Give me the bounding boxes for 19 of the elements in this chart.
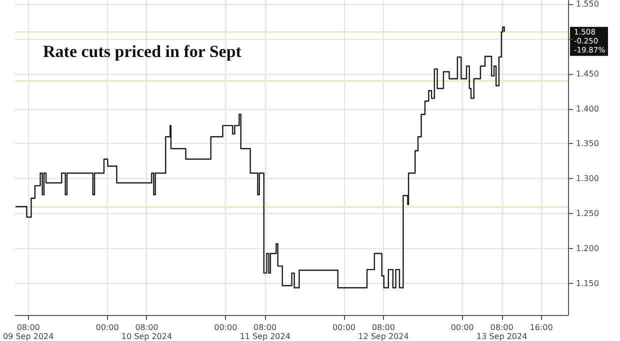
y-tick-label: 1.350	[576, 139, 599, 148]
y-tick-label: 1.550	[576, 0, 599, 8]
y-tick-label: 1.300	[576, 174, 599, 184]
y-tick-label: 1.150	[576, 279, 599, 288]
text: Rate cuts priced in for Sept	[43, 42, 242, 61]
x-tick-label: 08:00 09 Sep 2024	[3, 323, 54, 341]
y-tick-label: 1.450	[576, 69, 599, 78]
x-tick-label: 00:00	[332, 323, 356, 332]
x-tick-label: 00:00	[450, 323, 474, 332]
y-tick-label: 1.250	[576, 209, 599, 218]
x-tick-label: 00:00	[214, 323, 238, 332]
x-tick-label: 08:00 12 Sep 2024	[358, 323, 409, 341]
x-tick-label: 16:00	[530, 323, 553, 332]
y-tick-label: 1.400	[576, 104, 599, 114]
x-tick-label: 00:00	[96, 323, 119, 332]
x-tick-label: 08:00 13 Sep 2024	[476, 323, 528, 341]
x-tick-label: 08:00 10 Sep 2024	[121, 323, 172, 341]
y-tick-label: 1.200	[576, 244, 599, 254]
x-tick-label: 08:00 11 Sep 2024	[240, 323, 290, 341]
